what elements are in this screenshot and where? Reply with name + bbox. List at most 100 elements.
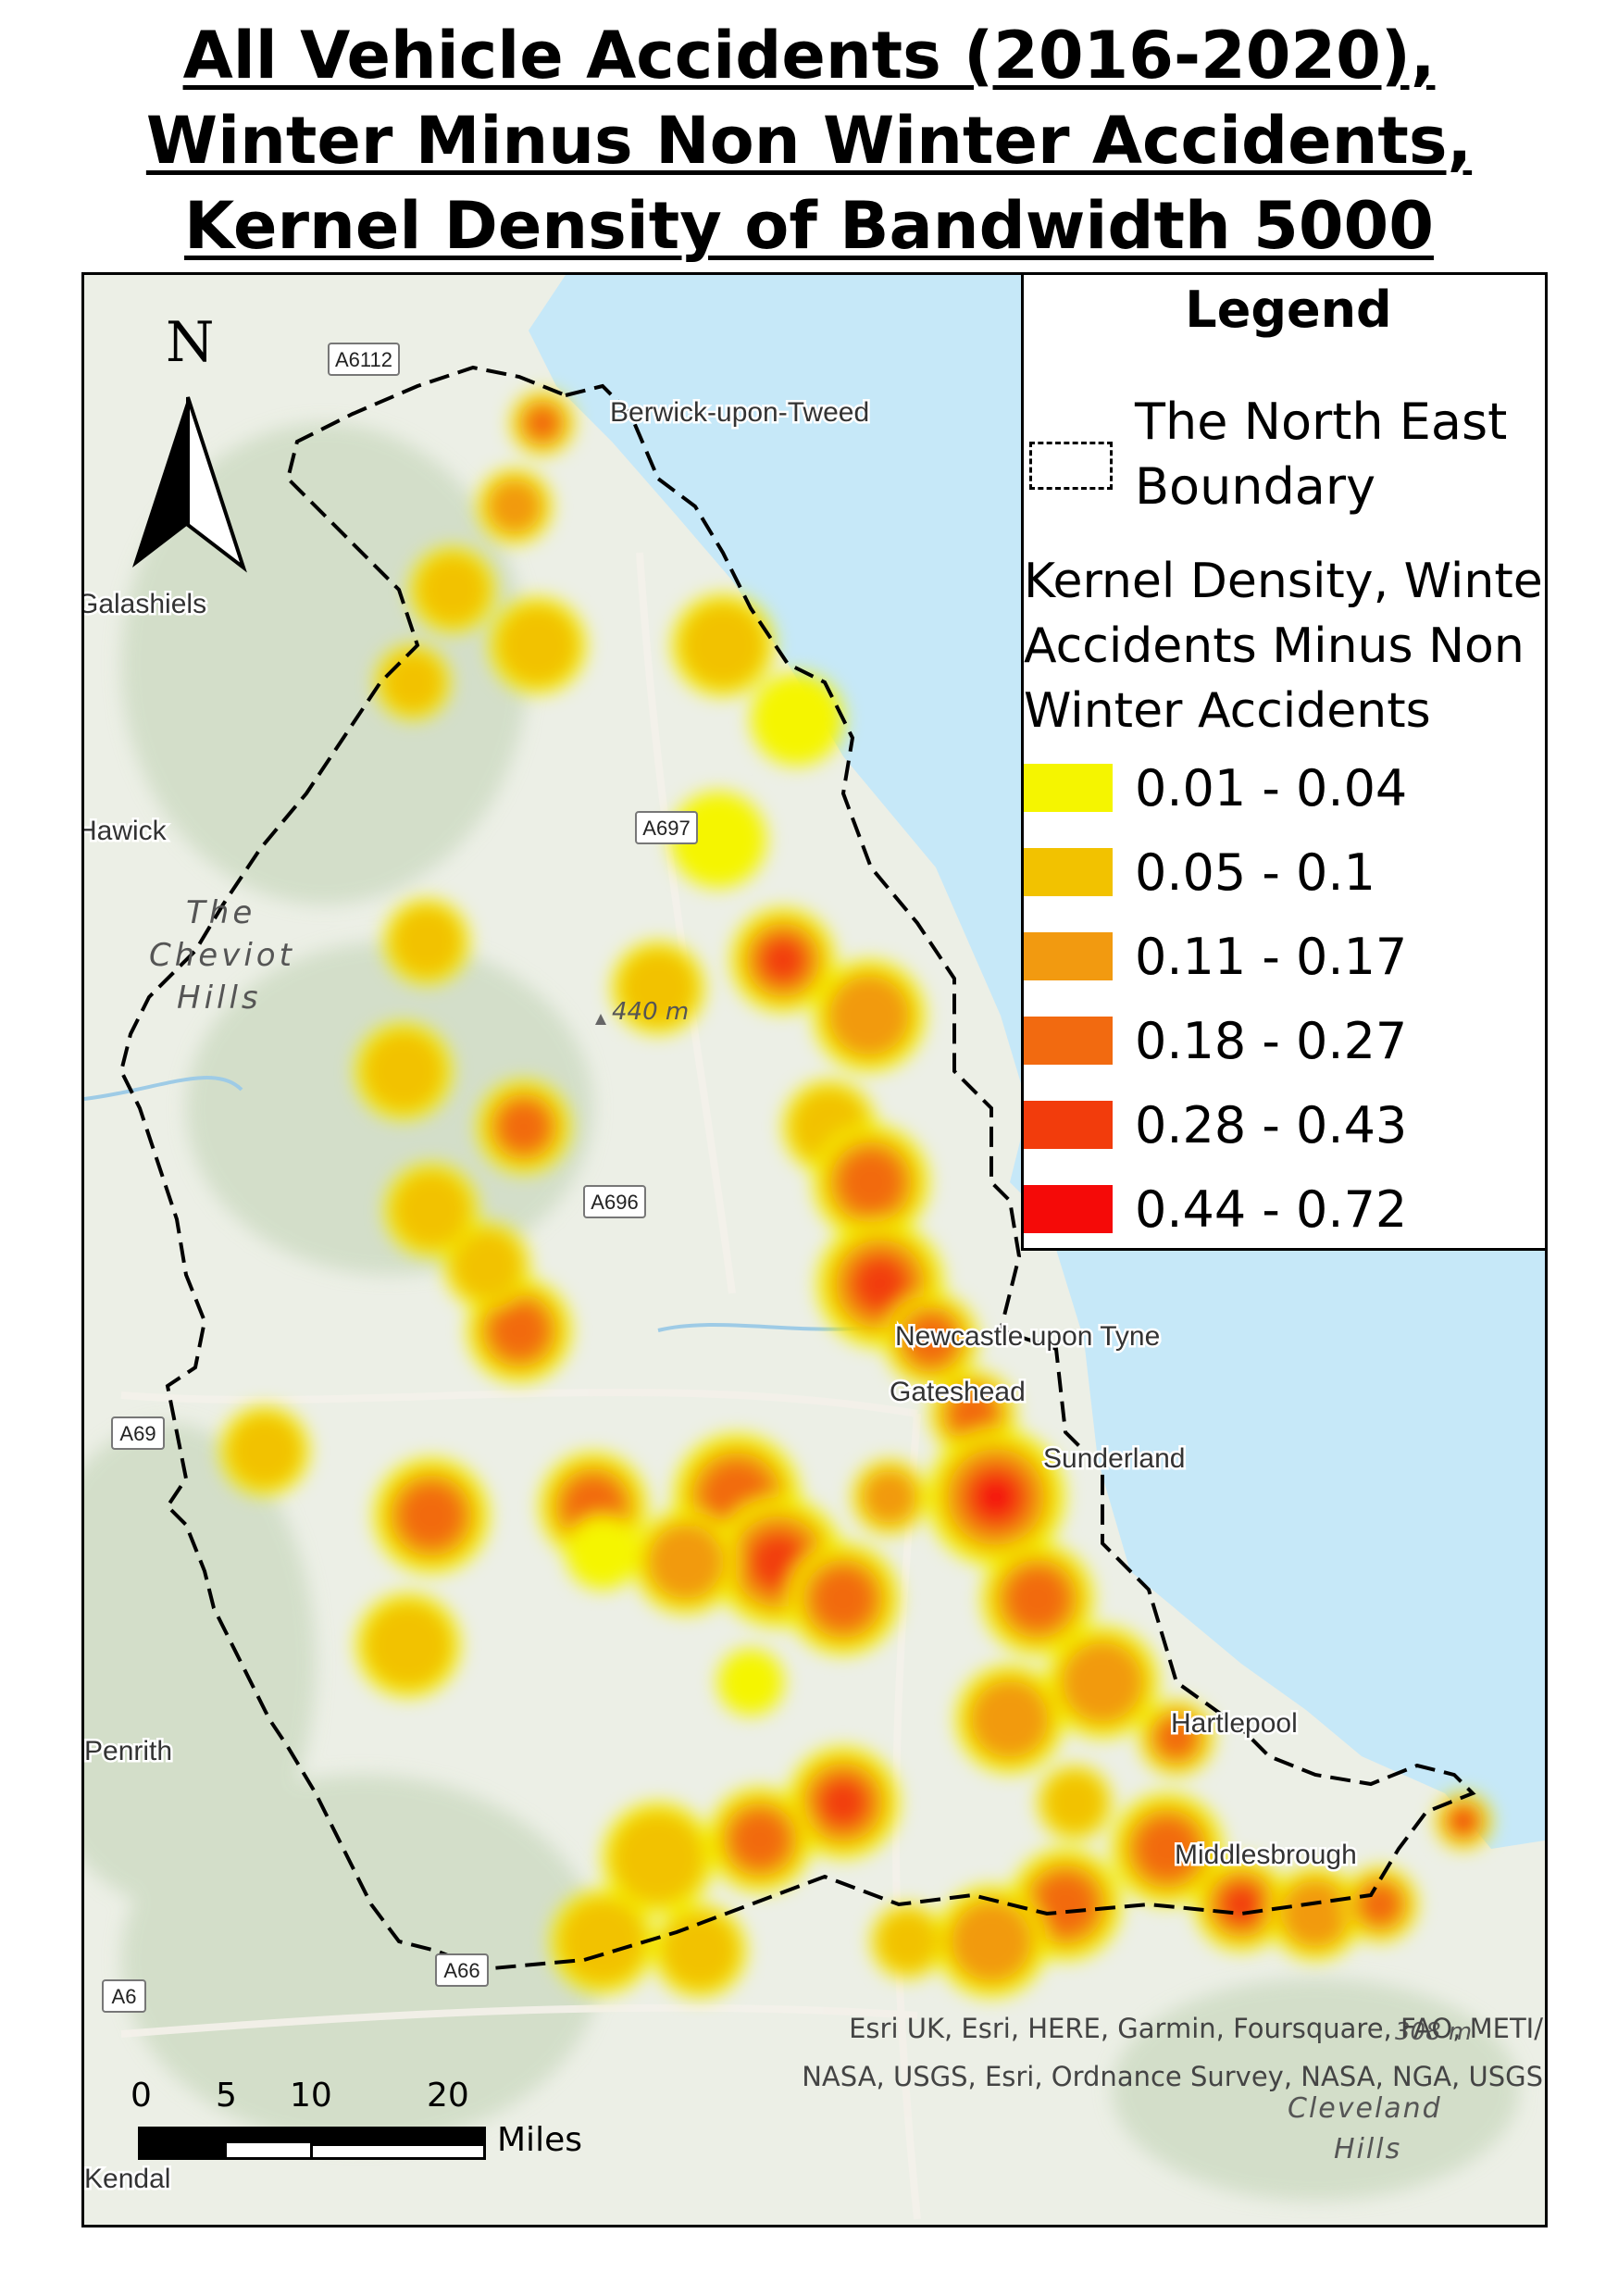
density-hotspot [753,1536,804,1588]
north-east-boundary [118,365,1476,1972]
terrain-440m: 440 m [612,998,689,1026]
legend-swatch [1024,848,1113,896]
legend-swatch [1024,1185,1113,1233]
terrain-cleveland-1: Cleveland [1288,2092,1442,2125]
density-hotspot [399,1483,464,1548]
density-hotspot [1283,1881,1348,1946]
hill-shading [84,423,1519,2201]
density-hotspot [566,1516,640,1590]
legend-swatch [1024,1017,1113,1065]
place-middlesbrough: Middlesbrough [1175,1840,1357,1870]
attribution: Esri UK, Esri, HERE, Garmin, Foursquare,… [802,2013,1543,2092]
terrain-cheviot-3: Hills [177,980,262,1017]
density-hotspot [491,1302,548,1359]
road-shield-a66: A66 [435,1953,489,1987]
legend-class-label: 0.05 - 0.1 [1135,843,1375,902]
place-kendal: Kendal [84,2164,170,2194]
title-line-1: All Vehicle Accidents (2016-2020), [182,18,1436,94]
legend-class-label: 0.44 - 0.72 [1135,1180,1408,1239]
density-hotspot [496,604,579,687]
place-newcastle: Newcastle upon Tyne [895,1321,1160,1352]
kernel-density-title-line-2: Accidents Minus Non [1024,618,1525,674]
density-hotspot [489,480,541,532]
density-hotspot [905,1314,957,1366]
density-hotspot [949,1390,997,1438]
density-hotspot [813,1568,874,1629]
density-hotspot [525,406,560,441]
legend-class-label: 0.28 - 0.43 [1135,1096,1408,1154]
north-arrow-left [132,397,188,568]
density-hotspot [972,1681,1048,1757]
place-sunderland: Sunderland [1043,1443,1185,1474]
scale-tick-0: 0 [131,2077,152,2115]
north-arrow-label: N [166,310,215,375]
terrain-labels: The Cheviot Hills 440 m 308 m Cleveland … [149,894,1472,2165]
density-hotspot [649,1525,723,1599]
road-shield-a6: A6 [102,1979,146,2013]
peak-marker [595,1014,606,1025]
place-gateshead: Gateshead [890,1377,1026,1407]
density-hotspot [558,1897,647,1986]
density-hotspot [751,673,843,766]
density-hotspot [1035,1874,1096,1935]
density-hotspot [830,977,908,1054]
scale-tick-10: 10 [290,2077,332,2115]
density-hotspot [1223,1886,1260,1923]
road-shield-a696: A696 [583,1185,646,1218]
svg-text:A69: A69 [119,1422,156,1445]
north-arrow-right [186,396,247,573]
legend-swatch [1024,932,1113,980]
road-shield-a697: A697 [635,811,698,844]
svg-text:A6112: A6112 [335,348,392,371]
svg-text:A696: A696 [591,1191,638,1214]
density-hotspot [416,553,490,627]
north-arrow [132,396,247,573]
terrain-308m: 308 m [1395,2018,1472,2046]
svg-text:A697: A697 [642,817,690,840]
legend: Legend The North East Boundary Kernel De… [1021,275,1545,1251]
road-shield-a69: A69 [111,1416,165,1450]
scale-tick-20: 20 [427,2077,469,2115]
place-berwick: Berwick-upon-Tweed [610,397,869,428]
density-hotspot [381,651,444,714]
density-hotspot [731,1811,789,1868]
legend-class-label: 0.01 - 0.04 [1135,759,1408,817]
scale-unit: Miles [497,2121,582,2159]
terrain-cleveland-2: Hills [1334,2133,1401,2165]
map-frame[interactable]: A6112 A697 A696 A69 A66 A6 Berwick-upon-… [81,272,1548,2227]
density-hotspot [864,1471,915,1523]
place-penrith: Penrith [84,1736,172,1766]
title-line-3: Kernel Density of Bandwidth 5000 [184,188,1434,264]
density-hotspot [978,1479,1014,1515]
density-hotspot [762,939,804,981]
density-hotspot [364,1601,453,1690]
svg-text:A66: A66 [443,1959,479,1982]
density-hotspot [1043,1771,1106,1834]
road-shield-a6112: A6112 [328,343,400,376]
density-hotspot [618,948,698,1028]
boundary-label: The North East Boundary [1135,393,1508,516]
legend-swatch [1024,1101,1113,1149]
density-hotspot [854,1258,906,1310]
boundary-symbol [1029,442,1113,490]
density-hotspot [392,1170,471,1250]
density-hotspot [1137,1818,1198,1879]
density-hotspot [1007,1568,1068,1629]
scale-seg-3-bottom [310,2143,486,2160]
title-line-2: Winter Minus Non Winter Accidents, [145,103,1473,179]
legend-class-label: 0.18 - 0.27 [1135,1012,1408,1070]
density-hotspot [611,1811,705,1905]
map-title: All Vehicle Accidents (2016-2020), Winte… [0,13,1618,268]
place-labels: Berwick-upon-Tweed Galashiels Hawick New… [84,395,1359,2197]
density-hotspot [1452,1810,1475,1832]
density-hotspot [679,602,766,689]
kernel-density-layer [220,392,1491,1997]
density-hotspot [390,905,464,979]
road-shields: A6112 A697 A696 A69 A66 A6 [102,343,698,2013]
density-hotspot [877,1910,940,1973]
svg-text:A6: A6 [112,1985,137,2008]
density-hotspot [1064,1643,1141,1721]
place-galashiels: Galashiels [84,589,206,619]
scale-seg-1 [138,2127,227,2160]
kernel-density-title-line-3: Winter Accidents [1024,683,1431,739]
